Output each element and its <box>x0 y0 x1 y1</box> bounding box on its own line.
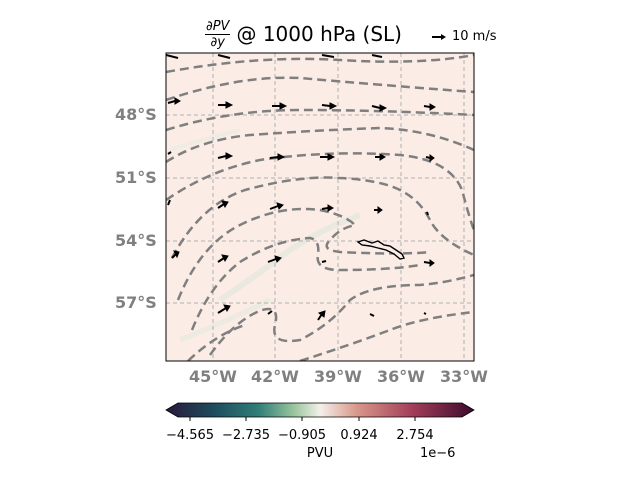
wind-vector <box>167 199 171 206</box>
contour-line <box>208 273 474 356</box>
contour-line <box>166 53 474 74</box>
map-frame <box>165 52 475 362</box>
wind-vector <box>166 54 179 59</box>
lat-label: 57°S <box>115 293 157 312</box>
wind-vector <box>267 310 273 315</box>
title-numerator: ∂PV <box>205 18 231 35</box>
wind-vector <box>269 202 284 210</box>
lon-label: 45°W <box>189 367 237 386</box>
wind-vector <box>267 255 282 263</box>
colorbar-label: PVU <box>306 446 334 461</box>
contour-line <box>166 76 474 102</box>
wind-vector <box>217 200 229 209</box>
wind-vector <box>423 103 436 111</box>
colorbar-tick-label: 0.924 <box>340 428 378 443</box>
wind-vector <box>218 101 234 109</box>
colorbar-bar <box>165 402 475 418</box>
wind-vector <box>371 104 388 112</box>
wind-vector <box>423 312 427 315</box>
wind-vector <box>321 260 327 263</box>
contour-lines <box>166 53 474 361</box>
wind-vector <box>426 211 429 216</box>
wind-vector <box>425 154 435 162</box>
contour-line <box>187 323 246 361</box>
wind-vectors <box>166 54 436 321</box>
colorbar-tick-label: 2.754 <box>396 428 434 443</box>
contour-line <box>166 108 474 132</box>
wind-vector <box>272 102 288 110</box>
wind-vector <box>317 310 326 321</box>
lat-label: 54°S <box>115 231 157 250</box>
wind-vector <box>423 259 435 267</box>
colorbar-ticks <box>189 417 416 421</box>
contour-line <box>166 152 474 231</box>
wind-vector <box>371 54 383 58</box>
wind-vector <box>217 152 234 160</box>
field-streak <box>179 297 272 343</box>
colorbar-tick-label: −4.565 <box>165 428 215 443</box>
colorbar <box>165 402 475 421</box>
pv-gradient-field <box>166 53 474 361</box>
wind-vector <box>320 153 336 161</box>
island-coastline <box>356 239 406 260</box>
contour-line <box>170 176 474 259</box>
wind-vector <box>217 54 231 59</box>
wind-vector <box>217 254 229 263</box>
map-title: ∂PV ∂y @ 1000 hPa (SL) <box>205 14 402 54</box>
wind-vector <box>321 204 334 212</box>
lon-label: 42°W <box>251 367 299 386</box>
lat-label: 51°S <box>115 168 157 187</box>
lat-label: 48°S <box>115 105 157 124</box>
wind-vector <box>217 304 231 314</box>
wind-vector <box>375 153 386 161</box>
field-streak <box>169 128 241 152</box>
wind-vector <box>171 250 180 259</box>
wind-vector <box>321 102 338 110</box>
wind-vector <box>369 313 375 317</box>
vector-key: 10 m/s <box>432 29 497 44</box>
lon-label: 39°W <box>314 367 362 386</box>
wind-vector <box>167 151 172 155</box>
vector-key-label: 10 m/s <box>452 29 497 44</box>
lon-label: 36°W <box>377 367 425 386</box>
wind-vector <box>269 153 286 161</box>
colorbar-exponent: 1e−6 <box>420 446 456 461</box>
title-denominator: ∂y <box>210 34 225 50</box>
title-fraction: ∂PV ∂y <box>205 18 231 50</box>
contour-line <box>299 310 474 361</box>
title-suffix: @ 1000 hPa (SL) <box>236 22 402 46</box>
map-plot-area <box>166 53 474 361</box>
field-streak <box>218 212 362 303</box>
lon-label: 33°W <box>440 367 488 386</box>
wind-vector <box>374 206 383 214</box>
colorbar-tick-label: −0.905 <box>277 428 327 443</box>
wind-vector <box>167 97 181 105</box>
contour-line <box>176 207 431 301</box>
colorbar-tick-label: −2.735 <box>221 428 271 443</box>
vector-key-arrow-icon <box>432 33 446 40</box>
contour-line <box>166 126 474 164</box>
wind-vector <box>321 54 335 58</box>
